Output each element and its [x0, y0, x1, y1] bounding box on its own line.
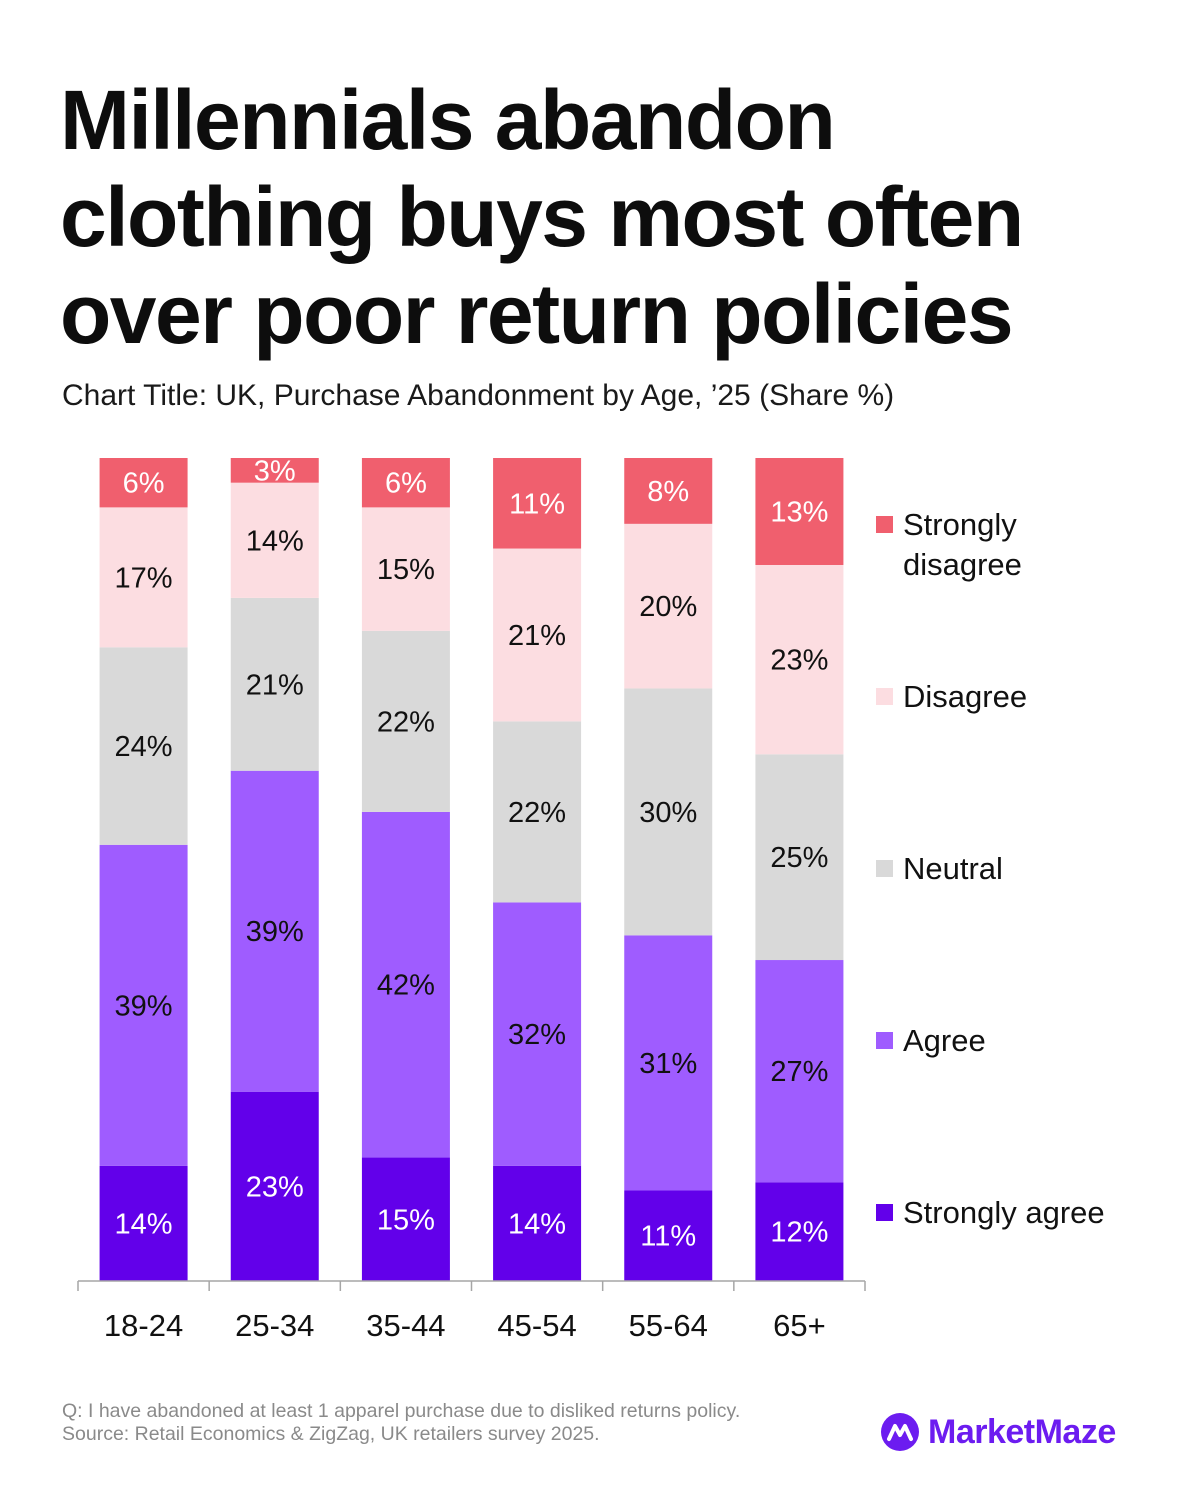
data-label: 6% [123, 468, 165, 500]
data-label: 27% [770, 1056, 828, 1088]
legend-label: Strongly agree [903, 1195, 1105, 1230]
data-label: 14% [508, 1208, 566, 1240]
bar-segment-45-54-strongly-disagree [493, 458, 582, 549]
data-label: 21% [246, 669, 304, 701]
stacked-bar-chart: 14% 39% 24% 17% 6% 18-24 23% 39% 21% 14% 3% 25-34 15… [77, 455, 1105, 1343]
data-label: 23% [770, 645, 828, 677]
data-label: 42% [377, 970, 435, 1002]
bar-segment-45-54-agree [493, 902, 582, 1166]
x-tick-label: 25-34 [235, 1308, 314, 1343]
data-label: 3% [254, 455, 296, 487]
bar-segment-35-44-disagree [361, 507, 450, 631]
headline-line: clothing buys most often [60, 170, 1024, 264]
data-label: 39% [115, 990, 173, 1022]
bar-segment-35-44-strongly-agree [361, 1157, 450, 1281]
data-label: 31% [639, 1048, 697, 1080]
data-label: 32% [508, 1019, 566, 1051]
bar-segment-45-54-strongly-agree [493, 1165, 582, 1281]
data-label: 13% [770, 496, 828, 528]
bar-segment-55-64-agree [624, 935, 713, 1191]
data-label: 11% [640, 1221, 696, 1253]
data-label: 20% [639, 591, 697, 623]
data-label: 22% [377, 706, 435, 738]
data-label: 22% [508, 797, 566, 829]
bar-segment-55-64-strongly-agree [624, 1190, 713, 1281]
footnote: Q: I have abandoned at least 1 apparel p… [62, 1400, 740, 1446]
data-label: 12% [770, 1217, 828, 1249]
bar-segment-25-34-strongly-agree [230, 1091, 319, 1281]
data-label: 15% [377, 554, 435, 586]
legend-label: Neutral [903, 851, 1003, 886]
x-tick-label: 55-64 [629, 1308, 708, 1343]
data-label: 39% [246, 916, 304, 948]
headline: Millennials abandon clothing buys most o… [60, 72, 1160, 363]
bar-segment-55-64-strongly-disagree [624, 458, 713, 524]
bar-segment-55-64-disagree [624, 523, 713, 689]
data-label: 17% [115, 562, 173, 594]
data-label: 30% [639, 797, 697, 829]
bar-segment-25-34-disagree [230, 482, 319, 598]
data-label: 11% [509, 488, 565, 520]
data-label: 21% [508, 620, 566, 652]
bar-segment-65+-strongly-disagree [755, 458, 844, 565]
brand-name: MarketMaze [928, 1412, 1116, 1451]
bar-segment-35-44-strongly-disagree [361, 458, 450, 508]
data-label: 14% [246, 525, 304, 557]
x-tick-label: 35-44 [366, 1308, 445, 1343]
bar-segment-45-54-neutral [493, 721, 582, 903]
marketmaze-logo-icon [881, 1413, 919, 1451]
headline-line: over poor return policies [60, 267, 1014, 361]
legend-swatch [876, 688, 893, 705]
legend-label: disagree [903, 547, 1022, 582]
legend-label: Strongly [903, 507, 1017, 542]
data-label: 6% [385, 468, 427, 500]
data-label: 24% [115, 731, 173, 763]
x-tick-label: 18-24 [104, 1308, 183, 1343]
bar-segment-25-34-strongly-disagree [230, 458, 319, 483]
data-label: 8% [647, 476, 689, 508]
bar-segment-65+-disagree [755, 564, 844, 755]
data-label: 23% [246, 1171, 304, 1203]
headline-line: Millennials abandon [60, 73, 836, 167]
bar-segment-65+-agree [755, 960, 844, 1183]
legend-swatch [876, 860, 893, 877]
bar-segment-65+-neutral [755, 754, 844, 961]
legend-swatch [876, 1032, 893, 1049]
footnote-question: Q: I have abandoned at least 1 apparel p… [62, 1400, 741, 1422]
bar-segment-18-24-strongly-agree [99, 1165, 188, 1281]
bar-segment-25-34-agree [230, 770, 319, 1092]
bar-segment-55-64-neutral [624, 688, 713, 936]
bar-segment-35-44-neutral [361, 630, 450, 812]
x-tick-label: 65+ [773, 1308, 826, 1343]
bar-segment-65+-strongly-agree [755, 1182, 844, 1281]
bar-segment-18-24-disagree [99, 507, 188, 648]
chart-subtitle: Chart Title: UK, Purchase Abandonment by… [62, 379, 895, 412]
data-label: 15% [377, 1204, 435, 1236]
legend-swatch [876, 1204, 893, 1221]
legend-swatch [876, 516, 893, 533]
footnote-source: Source: Retail Economics & ZigZag, UK re… [62, 1423, 600, 1445]
legend-label: Agree [903, 1023, 986, 1058]
x-tick-label: 45-54 [497, 1308, 576, 1343]
bar-segment-25-34-neutral [230, 597, 319, 771]
bar-segment-35-44-agree [361, 811, 450, 1158]
bar-segment-18-24-neutral [99, 647, 188, 845]
data-label: 14% [115, 1208, 173, 1240]
brand-logo: MarketMaze [880, 1412, 1116, 1452]
bar-segment-18-24-agree [99, 844, 188, 1166]
bar-segment-18-24-strongly-disagree [99, 458, 188, 508]
bar-segment-45-54-disagree [493, 548, 582, 722]
data-label: 25% [770, 842, 828, 874]
legend-label: Disagree [903, 679, 1027, 714]
